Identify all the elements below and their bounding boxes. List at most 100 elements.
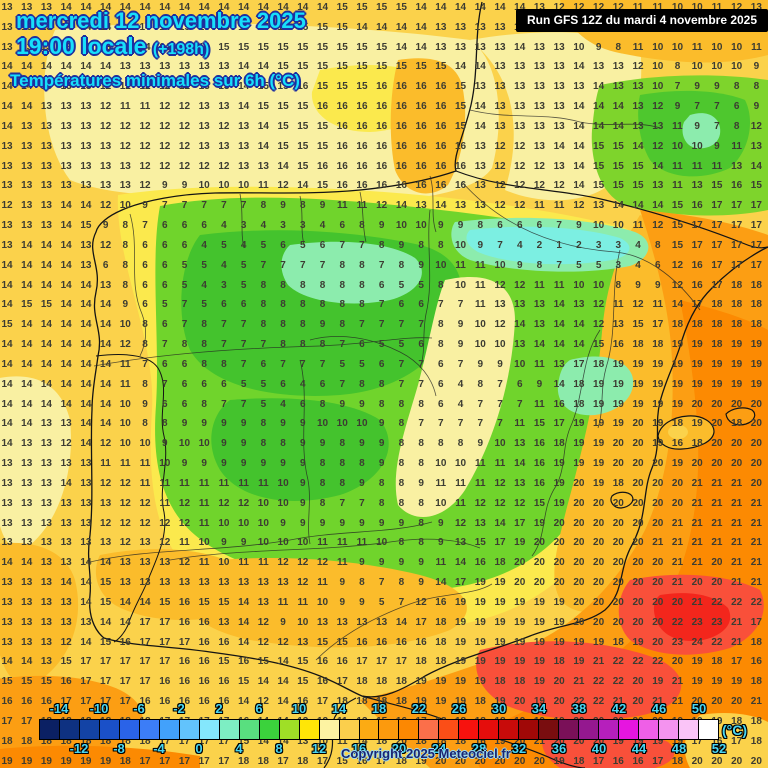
scale-cell <box>159 720 180 739</box>
temp-value: 13 <box>533 140 545 152</box>
temp-value: 16 <box>395 160 407 172</box>
temp-value: 13 <box>198 577 210 589</box>
temp-value: 17 <box>316 755 329 767</box>
temp-value: 8 <box>359 220 365 232</box>
scale-cell <box>599 720 620 739</box>
temp-value: 14 <box>277 735 289 747</box>
temp-value: 3 <box>300 220 306 232</box>
temp-value: 20 <box>731 458 743 470</box>
temp-value: 19 <box>573 418 585 430</box>
temp-value: 5 <box>221 239 227 251</box>
temp-value: 15 <box>316 180 329 192</box>
temp-value: 14 <box>277 676 289 688</box>
temp-value: 19 <box>612 418 624 430</box>
temp-value: 14 <box>1 259 13 271</box>
temp-value: 10 <box>218 557 230 569</box>
temp-value: 8 <box>398 497 405 509</box>
temp-value: 17 <box>139 636 151 648</box>
temp-value: 19 <box>494 636 506 648</box>
temp-value: 8 <box>201 358 207 370</box>
temp-value: 16 <box>691 279 703 291</box>
temp-value: 17 <box>159 755 171 767</box>
temp-value: 16 <box>533 458 545 470</box>
scale-tick-top: 42 <box>611 701 627 716</box>
temp-value: 8 <box>260 299 267 311</box>
temp-value: 10 <box>494 259 506 271</box>
temp-value: 12 <box>159 140 171 152</box>
temp-value: 5 <box>240 259 247 271</box>
temp-value: 9 <box>398 239 405 251</box>
temp-value: 11 <box>632 2 644 13</box>
temp-value: 20 <box>691 398 703 410</box>
temp-value: 20 <box>652 517 664 529</box>
temp-value: 16 <box>415 81 427 93</box>
temp-value: 7 <box>359 319 365 331</box>
temp-value: 9 <box>694 120 700 132</box>
temp-value: 14 <box>80 339 92 351</box>
temp-value: 20 <box>612 557 624 569</box>
temp-value: 8 <box>418 497 424 509</box>
temp-value: 9 <box>378 438 385 450</box>
temp-value: 10 <box>316 418 329 430</box>
temp-value: 17 <box>336 676 348 688</box>
temp-value: 10 <box>435 259 447 271</box>
scale-cell <box>279 720 300 739</box>
temp-value: 13 <box>218 616 230 628</box>
temp-value: 5 <box>378 596 385 608</box>
temp-value: 16 <box>356 101 368 113</box>
temp-value: 14 <box>238 636 250 648</box>
temp-value: 15 <box>632 319 644 331</box>
temp-value: 21 <box>750 577 762 589</box>
temp-value: 4 <box>300 378 306 390</box>
temp-value: 12 <box>277 636 289 648</box>
temp-value: 17 <box>750 239 762 251</box>
temp-value: 19 <box>435 676 447 688</box>
temp-value: 14 <box>60 339 72 351</box>
temp-value: 12 <box>474 497 486 509</box>
temp-value: 12 <box>454 517 467 529</box>
temp-value: 20 <box>632 557 644 569</box>
temp-value: 16 <box>731 180 743 192</box>
temp-value: 14 <box>238 616 250 628</box>
temp-value: 12 <box>139 81 151 93</box>
temp-value: 19 <box>533 616 545 628</box>
temp-value: 19 <box>671 378 684 390</box>
temp-value: 9 <box>280 200 286 212</box>
temp-value: 13 <box>40 438 52 450</box>
temp-value: 18 <box>514 676 526 688</box>
temp-value: 13 <box>218 61 230 73</box>
temp-value: 15 <box>238 676 250 688</box>
temp-value: 11 <box>198 497 210 509</box>
temp-value: 12 <box>671 279 684 291</box>
temp-value: 20 <box>652 577 664 589</box>
temp-value: 10 <box>218 517 230 529</box>
temp-value: 19 <box>553 755 565 767</box>
temp-value: 11 <box>632 220 644 232</box>
temp-value: 11 <box>139 477 151 489</box>
temp-value: 14 <box>514 319 526 331</box>
temp-value: 20 <box>593 537 605 549</box>
temp-value: 5 <box>418 279 424 291</box>
temp-value: 10 <box>198 180 210 192</box>
temp-value: 13 <box>750 2 762 13</box>
temp-value: 12 <box>100 120 112 132</box>
temp-value: 18 <box>711 319 723 331</box>
temp-value: 14 <box>60 358 72 370</box>
temp-value: 9 <box>201 458 207 470</box>
temp-value: 14 <box>238 81 250 93</box>
temp-value: 14 <box>553 339 565 351</box>
temp-value: 19 <box>731 676 743 688</box>
temp-value: 14 <box>593 101 605 113</box>
temp-value: 23 <box>691 616 703 628</box>
temp-value: 14 <box>1 81 13 93</box>
temp-value: 11 <box>258 477 269 489</box>
temp-value: 18 <box>100 735 112 747</box>
temp-value: 13 <box>257 596 269 608</box>
temp-value: 14 <box>238 61 250 73</box>
temp-value: 18 <box>573 378 585 390</box>
temp-value: 12 <box>178 120 191 132</box>
temp-value: 16 <box>395 180 407 192</box>
temp-value: 20 <box>731 438 743 450</box>
temp-value: 12 <box>553 180 565 192</box>
